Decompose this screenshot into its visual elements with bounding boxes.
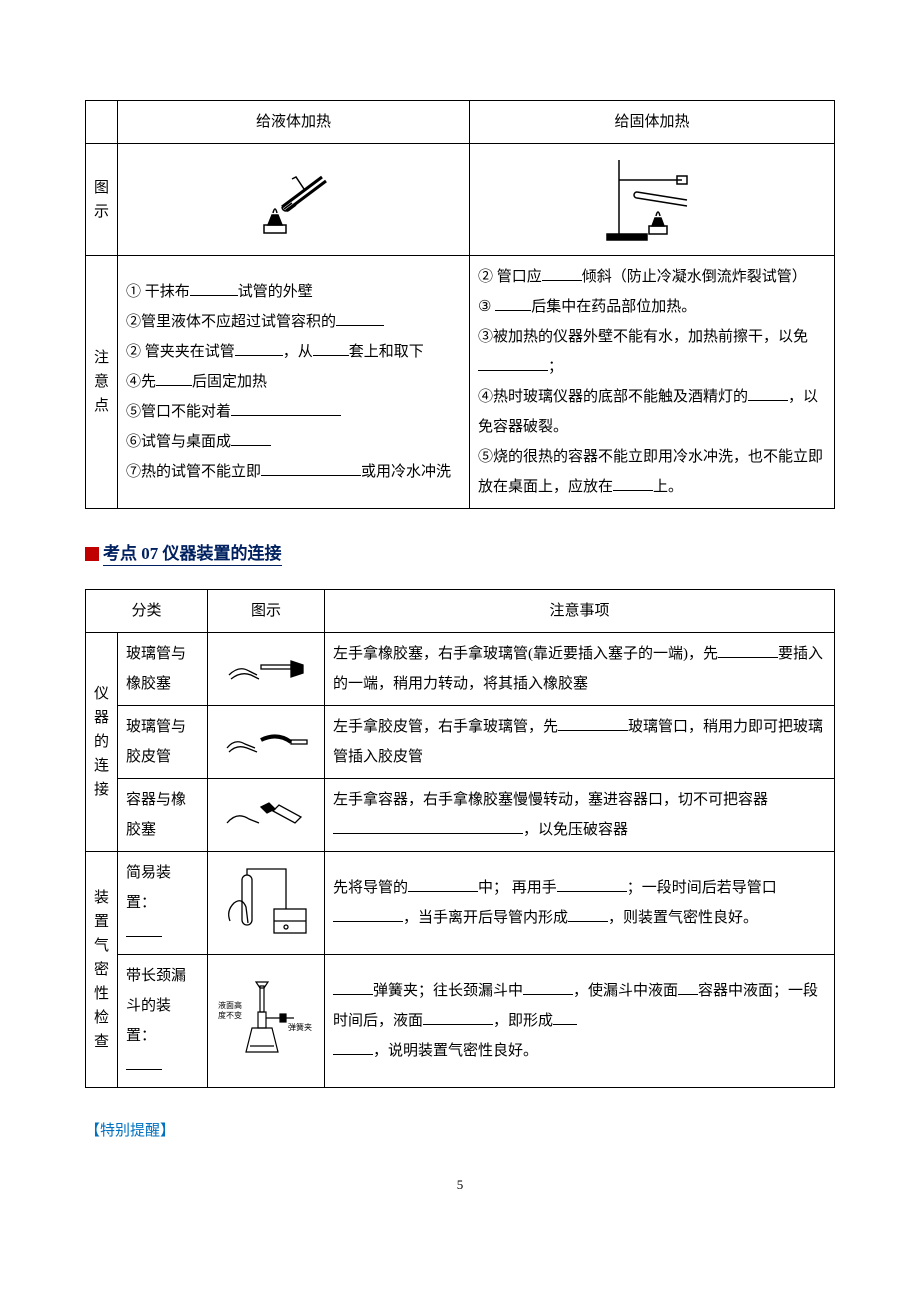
blank	[126, 922, 162, 937]
blank	[558, 716, 628, 731]
t2-row1-category: 玻璃管与橡胶塞	[118, 633, 208, 706]
t2-header-category: 分类	[86, 590, 208, 633]
t2-row3-diagram-cell	[208, 779, 325, 852]
blank	[261, 461, 361, 476]
blank	[718, 643, 778, 658]
t2-row2-note: 左手拿胶皮管，右手拿玻璃管，先玻璃管口，稍用力即可把玻璃管插入胶皮管	[325, 706, 835, 779]
blank	[523, 980, 573, 995]
blank	[333, 907, 403, 922]
table1-header-solid: 给固体加热	[470, 101, 835, 144]
t2-header-diagram: 图示	[208, 590, 325, 633]
heating-methods-table: 给液体加热 给固体加热 图示	[85, 100, 835, 509]
glass-tube-rubber-stopper-icon	[221, 645, 311, 693]
heating-liquid-diagram-icon	[234, 155, 354, 245]
t2-row4-note: 先将导管的中； 再用手；一段时间后若导管口，当手离开后导管内形成，则装置气密性良…	[325, 852, 835, 955]
t2-row5-note: 弹簧夹；往长颈漏斗中，使漏斗中液面容器中液面；一段时间后，液面，即形成，说明装置…	[325, 955, 835, 1088]
t2-row5-diagram-cell: 液面高 度不变 弹簧夹	[208, 955, 325, 1088]
t2-header-notes: 注意事项	[325, 590, 835, 633]
heating-solid-diagram-cell	[470, 144, 835, 256]
blank	[231, 401, 341, 416]
blank	[126, 1055, 162, 1070]
special-tip-label: 【特别提醒】	[85, 1116, 835, 1146]
blank	[678, 980, 698, 995]
simple-airtight-check-icon	[216, 863, 316, 943]
heating-liquid-diagram-cell	[118, 144, 470, 256]
blank	[542, 266, 582, 281]
t2-row2-category: 玻璃管与胶皮管	[118, 706, 208, 779]
page-container: 给液体加热 给固体加热 图示	[0, 0, 920, 1238]
blank	[231, 431, 271, 446]
container-rubber-stopper-icon	[221, 793, 311, 837]
t2-row2-diagram-cell	[208, 706, 325, 779]
blank	[235, 341, 283, 356]
blank	[313, 341, 349, 356]
long-neck-funnel-check-icon: 液面高 度不变 弹簧夹	[216, 978, 316, 1064]
glass-tube-rubber-hose-icon	[221, 722, 311, 762]
apparatus-connection-table: 分类 图示 注意事项 仪 器 的 连 接 玻璃管与橡胶塞	[85, 589, 835, 1088]
page-number: 5	[85, 1172, 835, 1198]
table1-header-liquid: 给液体加热	[118, 101, 470, 144]
table1-liquid-notes: ① 干抹布试管的外壁 ②管里液体不应超过试管容积的 ② 管夹夹在试管，从套上和取…	[118, 256, 470, 509]
section-heading: 考点 07 仪器装置的连接	[85, 537, 835, 571]
t2-row4-category: 简易装置：	[118, 852, 208, 955]
t2-row3-note: 左手拿容器，右手拿橡胶塞慢慢转动，塞进容器口，切不可把容器，以免压破容器	[325, 779, 835, 852]
table1-header-blank	[86, 101, 118, 144]
table1-row-label-diagram: 图示	[86, 144, 118, 256]
t2-row4-diagram-cell	[208, 852, 325, 955]
blank	[613, 476, 653, 491]
blank	[478, 356, 548, 371]
heating-solid-diagram-icon	[587, 152, 717, 247]
t2-row1-diagram-cell	[208, 633, 325, 706]
t2-group1-label: 仪 器 的 连 接	[86, 633, 118, 852]
blank	[333, 1040, 373, 1055]
diagram-label-a2: 度不变	[218, 1010, 242, 1020]
blank	[557, 877, 627, 892]
t2-row1-note: 左手拿橡胶塞，右手拿玻璃管(靠近要插入塞子的一端)，先要插入的一端，稍用力转动，…	[325, 633, 835, 706]
t2-group2-label: 装 置 气 密 性 检 查	[86, 852, 118, 1088]
t2-row3-category: 容器与橡胶塞	[118, 779, 208, 852]
table1-row-label-notes: 注 意 点	[86, 256, 118, 509]
blank	[408, 877, 478, 892]
diagram-label-b: 弹簧夹	[288, 1022, 312, 1032]
t2-row5-category: 带长颈漏斗的装置：	[118, 955, 208, 1088]
blank	[748, 386, 788, 401]
section-heading-text: 考点 07 仪器装置的连接	[103, 544, 282, 566]
blank	[568, 907, 608, 922]
blank	[190, 281, 238, 296]
red-square-icon	[85, 547, 99, 561]
blank	[423, 1010, 493, 1025]
diagram-label-a: 液面高	[218, 1000, 242, 1010]
blank	[333, 980, 373, 995]
blank	[495, 296, 531, 311]
blank	[156, 371, 192, 386]
table1-solid-notes: ② 管口应倾斜（防止冷凝水倒流炸裂试管） ③ 后集中在药品部位加热。 ③被加热的…	[470, 256, 835, 509]
blank	[333, 819, 523, 834]
blank	[553, 1010, 577, 1025]
blank	[336, 311, 384, 326]
